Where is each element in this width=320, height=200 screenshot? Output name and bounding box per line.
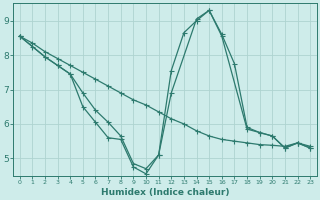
X-axis label: Humidex (Indice chaleur): Humidex (Indice chaleur): [101, 188, 229, 197]
